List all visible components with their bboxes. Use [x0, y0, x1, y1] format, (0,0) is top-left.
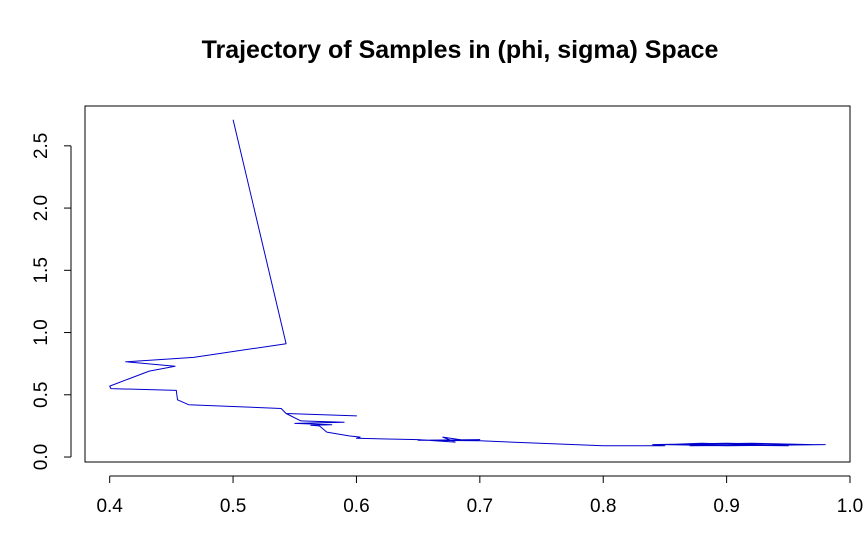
x-tick-label: 1.0 — [837, 496, 863, 517]
chart-title: Trajectory of Samples in (phi, sigma) Sp… — [202, 36, 719, 64]
y-tick-label: 2.0 — [31, 195, 52, 221]
y-tick-label: 2.5 — [31, 133, 52, 159]
y-tick-label: 0.0 — [31, 444, 52, 470]
x-tick-label: 0.4 — [96, 496, 123, 517]
x-tick-label: 0.8 — [590, 496, 616, 517]
y-tick-label: 0.5 — [31, 382, 52, 408]
plot-frame — [84, 105, 851, 463]
x-tick-label: 0.5 — [220, 496, 246, 517]
y-axis: 0.0 0.5 1.0 1.5 2.0 2.5 — [31, 133, 72, 470]
series-layer — [109, 119, 826, 447]
x-axis: 0.4 0.5 0.6 0.7 0.8 0.9 1.0 — [96, 475, 863, 517]
y-tick-label: 1.5 — [31, 257, 52, 283]
x-tick-label: 0.6 — [343, 496, 369, 517]
y-tick-label: 1.0 — [31, 319, 52, 345]
trajectory-line — [109, 119, 826, 447]
x-tick-label: 0.9 — [713, 496, 739, 517]
x-tick-label: 0.7 — [467, 496, 493, 517]
